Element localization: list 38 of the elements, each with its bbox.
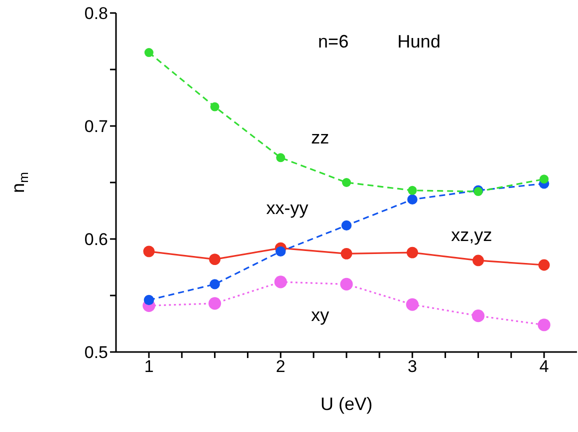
y-tick-label: 0.6 — [84, 230, 108, 250]
point — [538, 318, 550, 332]
x-tick-label: 4 — [539, 357, 549, 376]
point — [143, 246, 155, 258]
y-tick-label: 0.7 — [84, 117, 108, 136]
point — [540, 174, 549, 184]
point — [274, 276, 287, 288]
point — [472, 310, 485, 322]
annotation: Hund — [397, 32, 440, 52]
annotation: n=6 — [318, 32, 349, 52]
point — [210, 279, 220, 290]
x-axis-title: U (eV) — [320, 394, 373, 414]
point — [210, 102, 220, 112]
x-tick-label: 1 — [144, 357, 154, 376]
point — [276, 246, 286, 257]
point — [407, 194, 418, 205]
point — [472, 254, 484, 266]
point — [209, 254, 220, 266]
point — [144, 48, 154, 58]
series-label: xy — [311, 305, 330, 326]
point — [144, 294, 154, 306]
point — [408, 186, 417, 195]
point — [342, 178, 351, 187]
series-label: xz,yz — [451, 224, 492, 245]
series-label: zz — [311, 128, 330, 148]
point — [340, 248, 352, 260]
point — [406, 246, 418, 258]
x-tick-label: 3 — [408, 357, 418, 376]
point — [406, 298, 419, 311]
point — [538, 259, 550, 271]
y-tick-label: 0.5 — [84, 343, 108, 362]
y-tick-label: 0.8 — [84, 4, 108, 24]
point — [341, 220, 352, 231]
x-tick-label: 2 — [276, 357, 286, 376]
series-label: xx-yy — [266, 198, 308, 218]
point — [340, 278, 353, 290]
point — [276, 153, 286, 162]
point — [208, 297, 222, 310]
